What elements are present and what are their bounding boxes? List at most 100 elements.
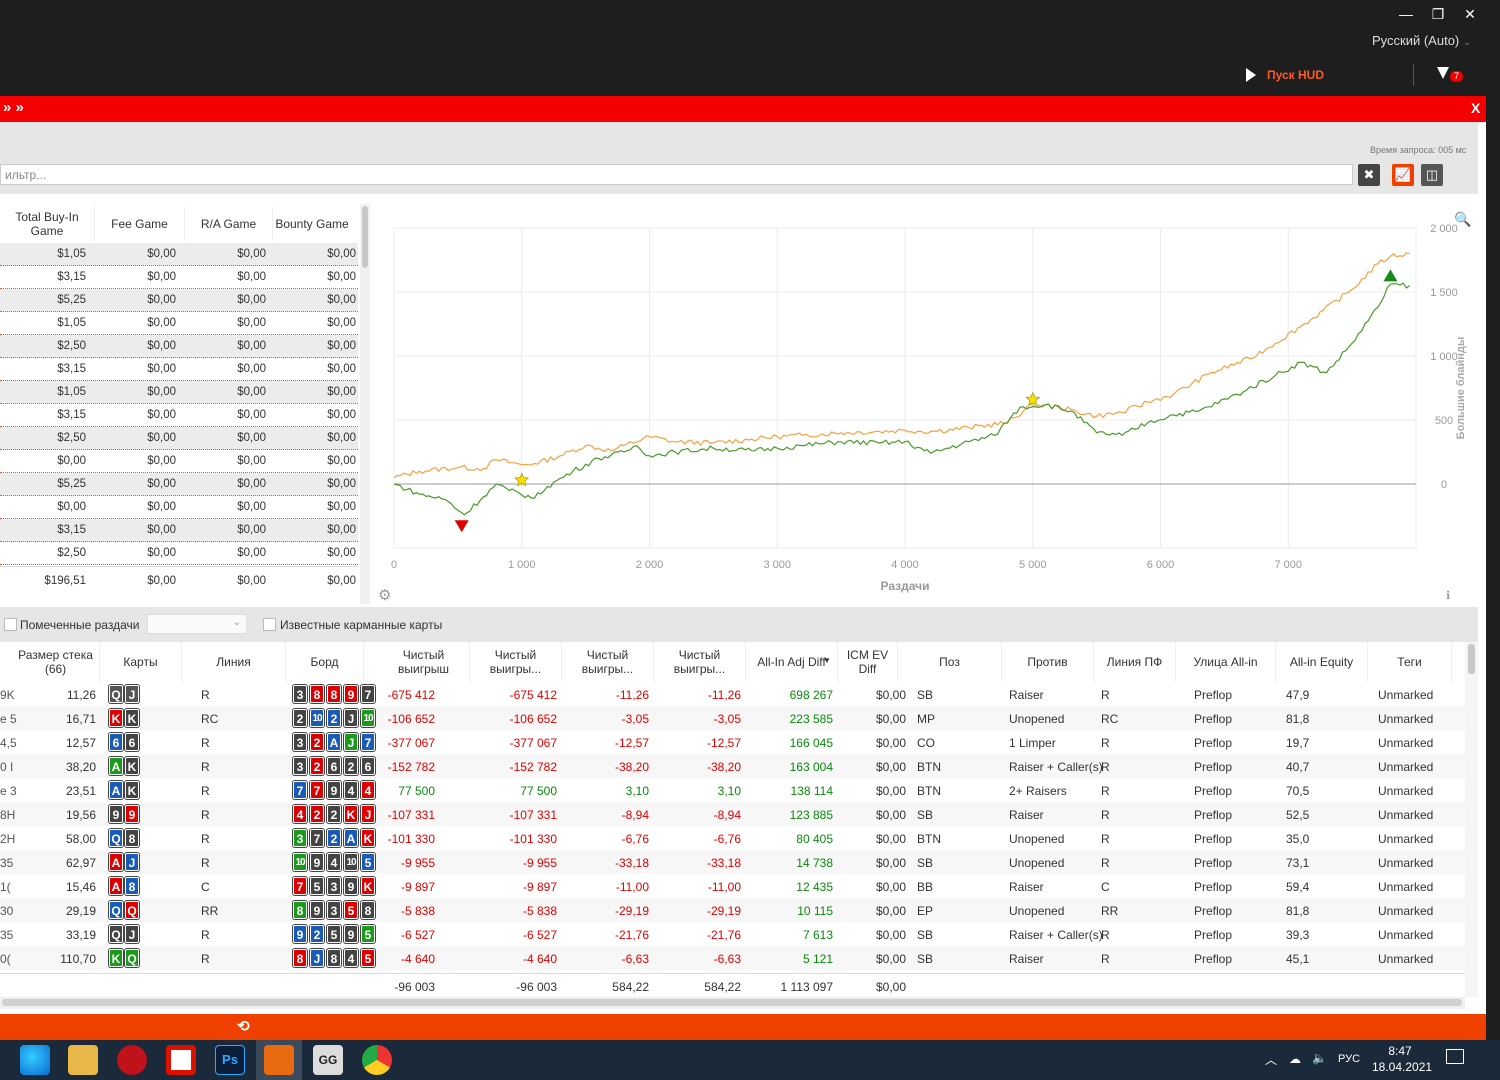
hands-scroll-thumb[interactable]	[1468, 644, 1475, 674]
input-language[interactable]: РУС	[1338, 1053, 1361, 1065]
board-card: 9	[293, 925, 307, 943]
table-row[interactable]: $3,15 $0,00 $0,00 $0,00	[0, 519, 358, 542]
close-button[interactable]: ✕	[1464, 6, 1476, 22]
marked-hands-checkbox[interactable]	[4, 618, 17, 631]
restore-button[interactable]: ❐	[1431, 6, 1445, 22]
col-header-bounty[interactable]: Bounty Game	[275, 217, 349, 231]
col-header[interactable]: ICM EV Diff	[838, 642, 898, 682]
col-header-total-buyin[interactable]: Total Buy-In Game	[0, 207, 95, 241]
table-row[interactable]: $0,00 $0,00 $0,00 $0,00	[0, 496, 358, 519]
info-icon[interactable]: ℹ	[1446, 589, 1450, 602]
table-row[interactable]: $5,25 $0,00 $0,00 $0,00	[0, 289, 358, 312]
expand-icon[interactable]: » »	[3, 99, 24, 116]
table-row[interactable]: 4,5 12,57 6 6 R 3 2 A J 7 -377 067 -377 067 -12,57 -1…	[0, 730, 1465, 754]
allin-equity: 59,4	[1286, 880, 1310, 894]
notifications-icon[interactable]	[1446, 1049, 1464, 1064]
col-header[interactable]: Линия	[182, 642, 286, 682]
table-row[interactable]: $0,00 $0,00 $0,00 $0,00	[0, 450, 358, 473]
table-row[interactable]: 0 I 38,20 A K R 3 2 6 2 6 -152 782 -152 782 -38,20 -3…	[0, 754, 1465, 778]
col-header[interactable]: Чистый выигрыш	[378, 642, 470, 682]
zoom-icon[interactable]: 🔍	[1454, 210, 1471, 228]
cell-buyin: $3,15	[57, 363, 86, 375]
table-row[interactable]: $3,15 $0,00 $0,00 $0,00	[0, 266, 358, 289]
marked-hands-select[interactable]: ⌄	[147, 614, 247, 634]
cell-buyin: $1,05	[57, 317, 86, 329]
col-header[interactable]: Линия ПФ	[1094, 642, 1176, 682]
board-card: 8	[361, 901, 375, 919]
col-header[interactable]: Размер стека (66)	[12, 642, 100, 682]
table-row[interactable]: 8H 19,56 9 9 R 4 2 2 K J -107 331 -107 331 -8,94 -8,9…	[0, 802, 1465, 826]
table-row[interactable]: 0(110,70 K Q R 8 J 8 4 5 -4 640 -4 640 -6,63 -6,63 5 …	[0, 946, 1465, 970]
table-row[interactable]: $5,25 $0,00 $0,00 $0,00	[0, 473, 358, 496]
table-row[interactable]: 35 62,97 A J R 10 9 4 10 5 -9 955 -9 955 -33,18 -33,1…	[0, 850, 1465, 874]
board-card: 3	[293, 685, 307, 703]
col-header[interactable]: All-in Equity	[1276, 642, 1368, 682]
pokerstars-icon[interactable]	[117, 1045, 147, 1075]
board-card: 10	[310, 709, 324, 727]
table-row[interactable]: e 3 23,51 A K R 7 7 9 4 4 77 500 77 500 3,10 3,10 138 …	[0, 778, 1465, 802]
table-row[interactable]: $2,50 $0,00 $0,00 $0,00	[0, 427, 358, 450]
cell-fee: $0,00	[147, 478, 176, 490]
table-row[interactable]: 2H 58,00 Q 8 R 3 7 2 A K -101 330 -101 330 -6,76 -6,7…	[0, 826, 1465, 850]
col-header[interactable]: Поз	[898, 642, 1002, 682]
hands-scrollbar[interactable]	[1465, 642, 1478, 997]
holdem-manager-icon[interactable]	[264, 1045, 294, 1075]
opera-icon[interactable]	[166, 1045, 196, 1075]
edge-icon[interactable]	[20, 1045, 50, 1075]
board-card: 3	[293, 829, 307, 847]
left-scroll-thumb[interactable]	[362, 206, 368, 268]
table-row[interactable]: $1,05 $0,00 $0,00 $0,00	[0, 243, 358, 266]
col-header[interactable]: Теги	[1368, 642, 1452, 682]
col-header[interactable]: Карты	[100, 642, 182, 682]
explorer-icon[interactable]	[68, 1045, 98, 1075]
col-header[interactable]: Чистый выигры...	[562, 642, 654, 682]
table-row[interactable]: 9K 11,26 Q J R 3 8 8 9 7 -675 412 -675 412 -11,26 -11…	[0, 682, 1465, 706]
table-row[interactable]: $1,05 $0,00 $0,00 $0,00	[0, 312, 358, 335]
table-row[interactable]: 30 29,19 Q Q RR 8 9 3 5 8 -5 838 -5 838 -29,19 -29,19…	[0, 898, 1465, 922]
col-header-fee[interactable]: Fee Game	[95, 207, 185, 241]
chart-view-button[interactable]: 📈	[1392, 164, 1414, 186]
volume-icon[interactable]: 🔈	[1312, 1051, 1327, 1065]
sort-desc-icon[interactable]: ▼	[823, 656, 831, 665]
minimize-button[interactable]: —	[1399, 6, 1413, 22]
table-row[interactable]: $1,05 $0,00 $0,00 $0,00	[0, 381, 358, 404]
photoshop-icon[interactable]: Ps	[215, 1045, 245, 1075]
table-row[interactable]: $3,15 $0,00 $0,00 $0,00	[0, 358, 358, 381]
table-row[interactable]: 35 33,19 Q J R 9 2 5 9 5 -6 527 -6 527 -21,76 -21,76 7…	[0, 922, 1465, 946]
play-icon[interactable]	[1246, 68, 1256, 82]
clear-filter-button[interactable]: ✖	[1358, 164, 1380, 186]
col-header-ra[interactable]: R/A Game	[185, 207, 273, 241]
net-won-2: -675 412	[509, 688, 557, 702]
language-select[interactable]: Русский (Auto) ⌄	[1372, 33, 1471, 48]
left-scrollbar[interactable]	[360, 204, 370, 604]
filter-icon[interactable]	[1437, 67, 1449, 79]
net-won-bb: -12,57	[614, 736, 649, 750]
chevron-up-icon[interactable]: ︿	[1265, 1053, 1278, 1067]
network-icon[interactable]: ☁	[1289, 1052, 1301, 1066]
col-header[interactable]: Чистый выигры...	[654, 642, 746, 682]
clock[interactable]: 8:47 18.04.2021	[1372, 1043, 1432, 1075]
gear-icon[interactable]: ⚙	[378, 586, 391, 604]
line: R	[201, 928, 210, 942]
col-header[interactable]: Улица All-in	[1176, 642, 1276, 682]
chrome-icon[interactable]	[362, 1045, 392, 1075]
col-header[interactable]: Чистый выигры...	[470, 642, 562, 682]
table-row[interactable]: e 5 16,71 K K RC 2 10 2 J 10 -106 652 -106 652 -3,05…	[0, 706, 1465, 730]
known-cards-checkbox[interactable]	[263, 618, 276, 631]
table-row[interactable]: $2,50 $0,00 $0,00 $0,00	[0, 335, 358, 358]
board-card: 2	[310, 757, 324, 775]
table-row[interactable]: $3,15 $0,00 $0,00 $0,00	[0, 404, 358, 427]
start-hud-button[interactable]: Пуск HUD	[1267, 68, 1325, 82]
refresh-icon[interactable]: ⟲	[237, 1018, 250, 1035]
board-card: 4	[344, 781, 358, 799]
horizontal-scroll-thumb[interactable]	[2, 999, 1462, 1006]
filter-input[interactable]: ильтр...	[0, 164, 1353, 185]
col-header[interactable]: Против	[1002, 642, 1094, 682]
split-view-button[interactable]: ◫	[1421, 164, 1443, 186]
close-report-button[interactable]: X	[1471, 100, 1481, 116]
col-header[interactable]: Борд	[286, 642, 364, 682]
table-row[interactable]: $2,50 $0,00 $0,00 $0,00	[0, 542, 358, 565]
col-header[interactable]: All-In Adj Diff	[746, 642, 838, 682]
table-row[interactable]: 1(15,46 A 8 C 7 5 3 9 K -9 897 -9 897 -11,00 -11,00 1…	[0, 874, 1465, 898]
ggpoker-icon[interactable]: GG	[313, 1045, 343, 1075]
